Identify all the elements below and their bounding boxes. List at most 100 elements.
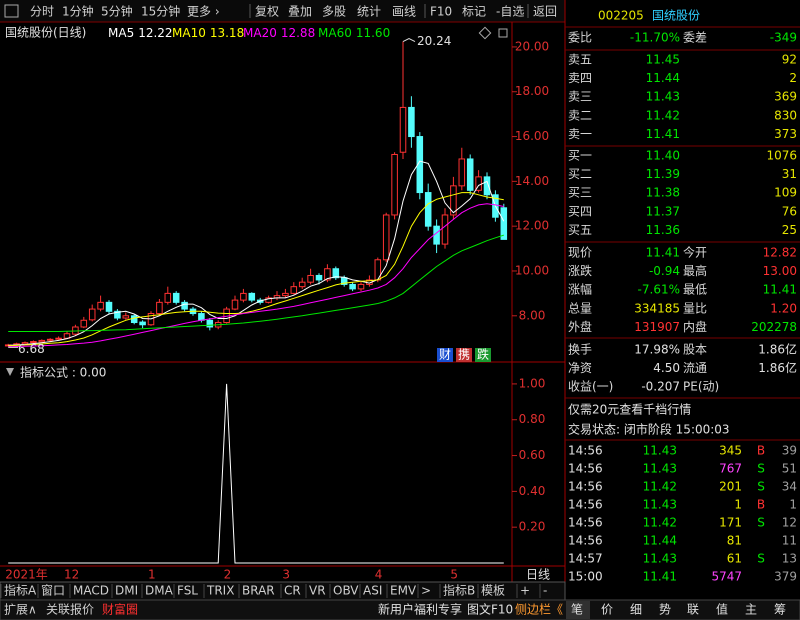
indicator-tab[interactable]: DMA	[145, 584, 174, 598]
candle-body	[424, 192, 432, 227]
book-volume: 109	[774, 186, 797, 200]
indicator-tab[interactable]: >	[421, 584, 431, 598]
footer-button[interactable]: 财富圈	[102, 602, 138, 617]
indicator-tab[interactable]: OBV	[333, 584, 359, 598]
badge: 财	[439, 348, 451, 362]
trade-price: 11.43	[643, 444, 677, 458]
toolbar-button[interactable]: 统计	[357, 5, 381, 19]
candle-body	[156, 301, 163, 315]
panel-tab[interactable]: 主	[745, 603, 757, 617]
indicator-tab[interactable]: 模板	[481, 584, 505, 598]
candle-body	[500, 207, 508, 240]
book-volume: 25	[782, 223, 797, 237]
indicator-tab[interactable]: -	[543, 584, 547, 598]
field-label: 收益(一)	[568, 380, 613, 394]
field-value: -0.207	[641, 380, 680, 394]
candle-body	[55, 337, 62, 340]
candle-body	[315, 274, 323, 281]
toolbar-button[interactable]: 5分钟	[101, 4, 133, 19]
candle-body	[88, 308, 96, 321]
candle-body	[105, 301, 113, 312]
footer-button[interactable]: 关联报价	[46, 602, 94, 617]
panel-tab[interactable]: 值	[716, 602, 728, 617]
book-price: 11.38	[646, 186, 680, 200]
toolbar-button[interactable]: 更多 ›	[187, 5, 220, 19]
field-label: 最低	[683, 283, 707, 297]
toolbar-button[interactable]: 复权	[255, 5, 279, 19]
panel-tab[interactable]: 筹	[774, 603, 786, 617]
toolbar-button[interactable]: 返回	[533, 5, 557, 19]
panel-tab[interactable]: 联	[687, 603, 699, 617]
candle-body	[466, 158, 474, 191]
chart-title: 国统股份(日线)	[5, 26, 86, 40]
panel-tab[interactable]: 价	[601, 603, 613, 617]
toolbar-button[interactable]: F10	[430, 5, 452, 19]
book-volume: 830	[774, 108, 797, 122]
indicator-tab[interactable]: +	[520, 584, 530, 598]
book-price: 11.43	[646, 90, 680, 104]
indicator-tab[interactable]: 窗口	[41, 584, 65, 598]
candle-body	[290, 286, 298, 294]
ma-line	[8, 203, 504, 348]
toolbar-button[interactable]: 多股	[322, 5, 346, 19]
field-value: 202278	[751, 320, 797, 334]
panel-tab[interactable]: 笔	[571, 602, 583, 617]
candle-body	[307, 274, 314, 283]
candle-body	[483, 176, 491, 196]
footer-button[interactable]: 新用户福利专享	[378, 602, 462, 617]
field-label: 内盘	[683, 319, 707, 334]
toolbar-button[interactable]: 标记	[462, 5, 486, 19]
high-annotation: 20.24	[417, 34, 451, 48]
promo-link[interactable]: 仅需20元查看千档行情	[568, 403, 691, 417]
toolbar-button[interactable]: 1分钟	[62, 4, 94, 19]
x-tick-label: 2	[224, 568, 232, 582]
legend-entry: MA5 12.22	[108, 26, 173, 40]
legend-entry: MA60 11.60	[318, 26, 390, 40]
indicator-tab[interactable]: CR	[284, 584, 301, 598]
indicator-tab[interactable]: VR	[309, 584, 326, 598]
pane-icon	[6, 368, 14, 376]
field-value: 13.00	[763, 264, 797, 278]
indicator-tab[interactable]: ASI	[363, 584, 382, 598]
indicator-tab[interactable]: TRIX	[206, 584, 234, 598]
field-value: -349	[770, 31, 797, 45]
candle-body	[357, 283, 365, 290]
footer-button[interactable]: 侧边栏《	[515, 602, 563, 617]
candle-body	[248, 292, 256, 301]
indicator-tab[interactable]: EMV	[390, 584, 417, 598]
field-label: 换手	[568, 343, 592, 357]
toolbar-button[interactable]: 15分钟	[141, 4, 180, 19]
trade-count: 12	[782, 516, 797, 530]
panel-tab[interactable]: 细	[630, 603, 642, 617]
trade-count: 379	[774, 570, 797, 584]
trade-price: 11.43	[643, 498, 677, 512]
candle-body	[332, 268, 340, 279]
indicator-tab[interactable]: 指标B	[443, 583, 475, 598]
indicator-tab[interactable]: MACD	[73, 584, 109, 598]
indicator-tab[interactable]: FSL	[177, 584, 198, 598]
toolbar-button[interactable]: 分时	[30, 5, 54, 19]
toolbar-button[interactable]: 叠加	[288, 5, 312, 19]
trade-volume: 345	[719, 444, 742, 458]
indicator-tab[interactable]: BRAR	[242, 584, 275, 598]
indicator-tab[interactable]: 指标A	[4, 583, 37, 598]
field-value: 1.20	[770, 301, 797, 315]
candle-body	[298, 281, 306, 288]
indicator-tab[interactable]: DMI	[115, 584, 138, 598]
toolbar-button[interactable]: 画线	[392, 5, 416, 19]
ma-line	[8, 160, 505, 346]
y-tick-label: 0.80	[519, 412, 546, 426]
field-label: 最高	[683, 263, 707, 278]
candle-body	[122, 315, 130, 319]
toolbar-button[interactable]: -自选	[496, 5, 524, 19]
candle-body	[164, 292, 172, 303]
trade-price: 11.42	[643, 516, 677, 530]
panel-tab[interactable]: 势	[659, 603, 671, 617]
footer-button[interactable]: 图文F10	[467, 602, 513, 617]
trade-count: 34	[782, 480, 797, 494]
footer-button[interactable]: 扩展∧	[4, 603, 37, 617]
trade-volume: 1	[734, 498, 742, 512]
trade-count: 13	[782, 552, 797, 566]
candle-body	[97, 301, 104, 310]
